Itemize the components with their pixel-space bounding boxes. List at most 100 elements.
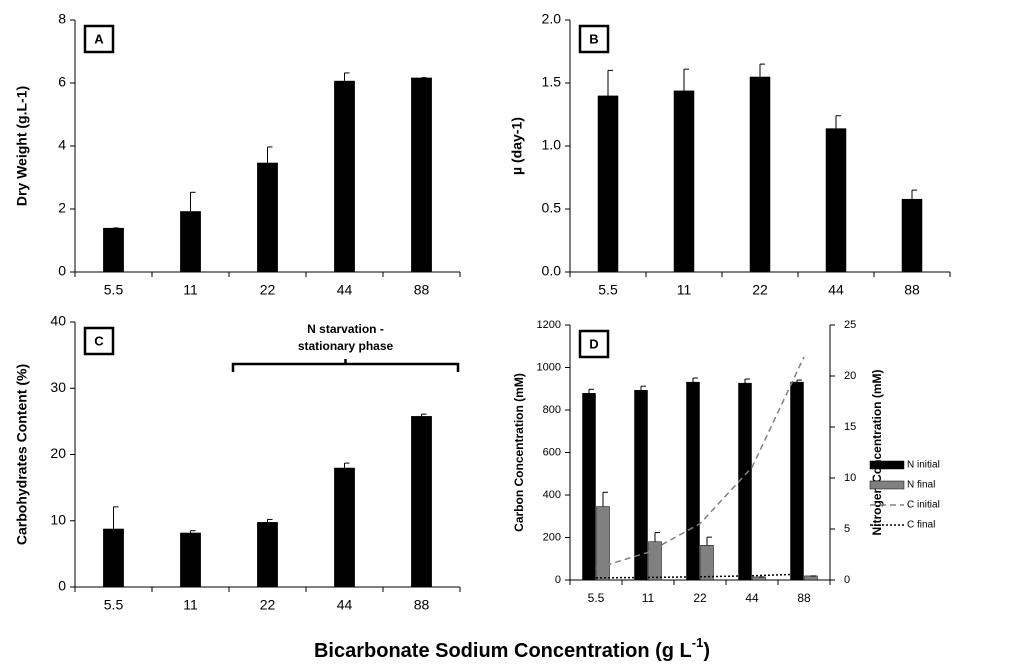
x-label-sup: -1 <box>692 635 704 650</box>
x-tick-label: 11 <box>183 282 198 298</box>
y-tick-label: 200 <box>543 531 561 543</box>
y2-tick-label: 10 <box>844 472 856 484</box>
legend-label: C initial <box>907 500 940 511</box>
y-tick-label: 0.0 <box>542 263 562 279</box>
bar <box>103 528 124 587</box>
y-axis-label: Carbohydrates Content (%) <box>14 364 30 545</box>
y2-tick-label: 0 <box>844 574 850 586</box>
y-tick-label: 400 <box>543 489 561 501</box>
x-tick-label: 5.5 <box>598 282 618 298</box>
bar <box>790 381 804 581</box>
y-tick-label: 40 <box>50 313 66 329</box>
x-tick-label: 22 <box>693 591 707 605</box>
x-tick-label: 44 <box>828 282 844 298</box>
y-axis-label: µ (day-1) <box>509 117 525 175</box>
panel-label-box <box>578 329 610 359</box>
annotation: stationary phase <box>298 339 394 353</box>
y-axis-label: Dry Weight (g.L-1) <box>14 86 30 206</box>
bar <box>901 198 923 272</box>
bar <box>738 382 752 581</box>
x-label-text: Bicarbonate Sodium Concentration (g L <box>314 640 692 662</box>
bar <box>103 227 124 272</box>
bracket <box>231 359 460 372</box>
y2-tick-label: 25 <box>844 319 856 331</box>
bar <box>749 76 771 272</box>
x-tick-label: 5.5 <box>104 597 124 613</box>
x-tick-label: 5.5 <box>104 282 124 298</box>
y-tick-label: 1.5 <box>542 74 562 90</box>
bar <box>634 390 648 581</box>
bar <box>648 541 662 581</box>
x-tick-label: 44 <box>337 282 353 298</box>
y-tick-label: 0 <box>58 263 66 279</box>
y-axis-label: Carbon Concentration (mM) <box>512 373 526 532</box>
bar <box>686 381 700 581</box>
x-label-end: ) <box>703 640 710 662</box>
y-tick-label: 800 <box>543 404 561 416</box>
legend-label: N initial <box>907 460 940 471</box>
bar <box>673 90 695 272</box>
x-tick-label: 11 <box>183 597 198 613</box>
bar <box>180 532 201 587</box>
panel-label-box <box>578 24 610 54</box>
y-tick-label: 10 <box>50 511 66 527</box>
x-tick-label: 88 <box>414 597 430 613</box>
panel-label: D <box>589 336 598 351</box>
y2-axis-label: Nitrogen Concentration (mM) <box>870 370 884 536</box>
x-tick-label: 44 <box>337 597 353 613</box>
legend-swatch <box>869 460 905 470</box>
x-tick-label: 88 <box>797 591 811 605</box>
bar <box>700 545 714 581</box>
panel-label-box <box>83 326 115 356</box>
x-tick-label: 5.5 <box>588 591 605 605</box>
y-tick-label: 6 <box>58 74 66 90</box>
bar <box>334 80 355 272</box>
panel-label: C <box>94 333 104 348</box>
panel-label: A <box>94 31 104 46</box>
bar <box>257 162 278 272</box>
y-tick-label: 30 <box>50 379 66 395</box>
bar <box>411 416 432 587</box>
bar <box>334 467 355 587</box>
bar <box>825 128 847 272</box>
y-tick-label: 0 <box>555 574 561 586</box>
figure-x-label: Bicarbonate Sodium Concentration (g L-1) <box>314 635 710 662</box>
x-tick-label: 88 <box>904 282 920 298</box>
y2-tick-label: 15 <box>844 421 856 433</box>
bar <box>804 575 818 581</box>
y-tick-label: 0.5 <box>542 200 562 216</box>
legend-label: C final <box>907 520 935 531</box>
x-tick-label: 11 <box>677 282 692 298</box>
y-tick-label: 600 <box>543 446 561 458</box>
legend-label: N final <box>907 480 935 491</box>
y-tick-label: 20 <box>50 445 66 461</box>
y2-tick-label: 20 <box>844 370 856 382</box>
line-series <box>595 573 805 579</box>
bar <box>411 77 432 273</box>
line-series <box>595 356 805 570</box>
legend-swatch <box>869 480 905 490</box>
bar <box>597 95 619 272</box>
bar <box>582 393 596 581</box>
panel-label: B <box>589 31 598 46</box>
y-tick-label: 0 <box>58 578 66 594</box>
bar <box>180 211 201 272</box>
y2-tick-label: 5 <box>844 523 850 535</box>
y-tick-label: 1000 <box>537 361 561 373</box>
y-tick-label: 2.0 <box>542 11 562 27</box>
x-tick-label: 22 <box>260 597 276 613</box>
x-tick-label: 22 <box>260 282 276 298</box>
y-tick-label: 1200 <box>537 319 561 331</box>
x-tick-label: 44 <box>745 591 759 605</box>
y-tick-label: 1.0 <box>542 137 562 153</box>
x-tick-label: 88 <box>414 282 430 298</box>
x-tick-label: 11 <box>642 591 655 605</box>
y-tick-label: 2 <box>58 200 66 216</box>
panel-label-box <box>83 24 115 54</box>
annotation: N starvation - <box>307 322 384 336</box>
y-tick-label: 4 <box>58 137 66 153</box>
y-tick-label: 8 <box>58 11 66 27</box>
bar <box>257 522 278 587</box>
x-tick-label: 22 <box>752 282 768 298</box>
